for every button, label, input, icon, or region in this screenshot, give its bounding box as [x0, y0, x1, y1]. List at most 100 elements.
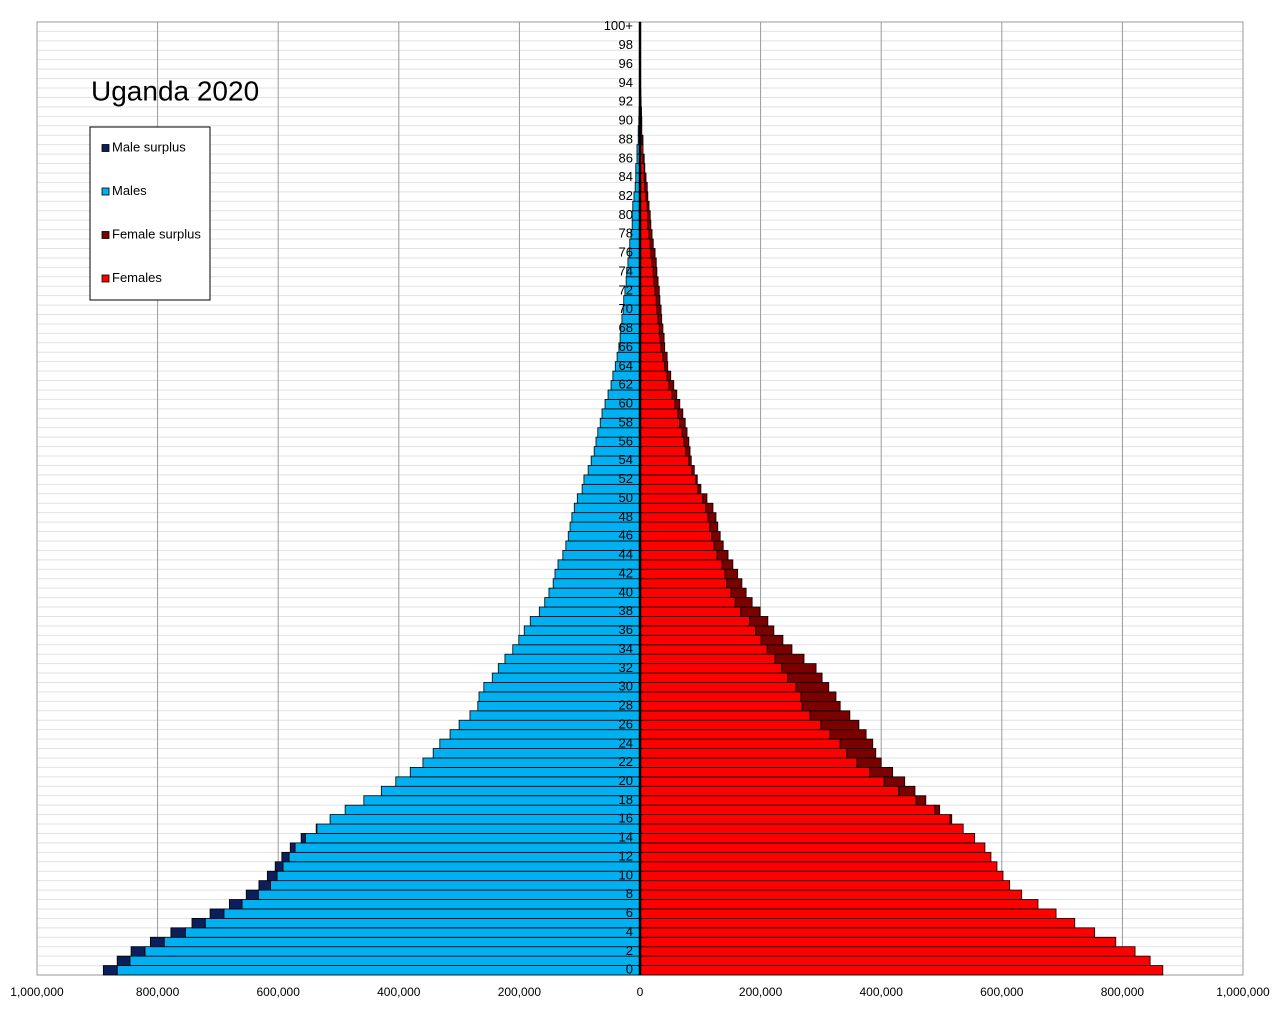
y-tick-label: 2: [626, 943, 633, 958]
y-tick-label: 86: [619, 150, 633, 165]
x-tick-label: 1,000,000: [1216, 985, 1270, 999]
bar: [639, 295, 657, 306]
bar: [639, 729, 831, 740]
bar: [666, 370, 672, 381]
bar: [649, 238, 654, 249]
bar: [898, 785, 916, 797]
bar: [639, 332, 661, 344]
y-tick-label: 68: [619, 320, 633, 335]
x-tick-label: 800,000: [1101, 985, 1145, 999]
bar: [639, 248, 652, 259]
bar: [149, 936, 165, 948]
bar: [639, 917, 1076, 929]
bar: [691, 465, 695, 476]
bar: [639, 521, 711, 532]
bar: [639, 474, 697, 485]
bar: [223, 908, 641, 919]
bar: [639, 304, 658, 315]
legend-label: Male surplus: [112, 139, 186, 154]
y-tick-label: 0: [626, 962, 633, 977]
bar: [766, 644, 793, 655]
legend: [89, 126, 211, 301]
bar: [639, 625, 757, 636]
y-tick-label: 46: [619, 528, 633, 543]
bar: [315, 823, 318, 834]
bar: [228, 899, 243, 910]
bar: [705, 502, 714, 514]
bar: [730, 587, 747, 598]
bar: [380, 785, 641, 797]
bar: [639, 757, 858, 768]
bar: [664, 361, 669, 372]
bar: [458, 719, 641, 731]
y-tick-label: 66: [619, 339, 633, 354]
bar: [129, 955, 641, 966]
x-tick-label: 200,000: [739, 985, 783, 999]
bar: [449, 729, 641, 740]
y-tick-label: 22: [619, 754, 633, 769]
bar: [639, 512, 709, 523]
bar: [647, 210, 651, 221]
y-tick-label: 28: [619, 698, 633, 713]
bar: [639, 870, 1004, 882]
y-tick-label: 12: [619, 848, 633, 863]
y-tick-label: 14: [619, 830, 633, 845]
bar: [688, 455, 692, 466]
bar: [639, 776, 885, 787]
bar: [800, 691, 837, 702]
y-tick-label: 38: [619, 603, 633, 618]
bar: [344, 804, 641, 815]
bar: [915, 795, 927, 806]
bar: [274, 861, 284, 872]
bar: [642, 153, 645, 164]
bar: [674, 399, 681, 410]
y-tick-label: 94: [619, 75, 633, 90]
bar: [639, 559, 723, 570]
bar: [639, 389, 673, 400]
bar: [883, 776, 906, 787]
y-tick-label: 40: [619, 584, 633, 599]
bar: [294, 842, 641, 853]
bar: [639, 889, 1023, 900]
bar: [483, 682, 641, 693]
bar: [721, 559, 734, 570]
y-tick-label: 74: [619, 263, 633, 278]
bar: [163, 936, 641, 948]
bar: [269, 880, 641, 891]
y-tick-label: 44: [619, 547, 633, 562]
bar: [639, 399, 676, 410]
bar: [329, 814, 641, 825]
bar: [639, 502, 707, 514]
y-tick-label: 56: [619, 433, 633, 448]
bar: [781, 663, 817, 674]
y-tick-label: 4: [626, 924, 633, 939]
y-tick-label: 42: [619, 565, 633, 580]
bar: [639, 314, 659, 325]
bar: [639, 436, 685, 448]
bar: [651, 257, 657, 268]
bar: [102, 965, 118, 976]
legend-swatch: [101, 231, 110, 239]
bar: [639, 842, 986, 853]
y-tick-label: 34: [619, 641, 633, 656]
y-tick-label: 80: [619, 207, 633, 222]
bar: [656, 304, 662, 315]
x-tick-label: 400,000: [377, 985, 421, 999]
y-tick-label: 62: [619, 377, 633, 392]
bar: [639, 700, 803, 712]
bar: [856, 757, 882, 768]
bar: [707, 512, 717, 523]
chart-title: Uganda 2020: [91, 75, 259, 106]
bar: [282, 861, 641, 872]
bar: [639, 748, 848, 759]
y-tick-label: 26: [619, 716, 633, 731]
bar: [662, 351, 668, 363]
x-tick-label: 0: [637, 985, 644, 999]
y-tick-label: 76: [619, 245, 633, 260]
bar: [639, 257, 653, 268]
bar: [639, 351, 664, 363]
bar: [639, 229, 650, 240]
y-tick-label: 100+: [604, 18, 633, 33]
bar: [241, 899, 641, 910]
